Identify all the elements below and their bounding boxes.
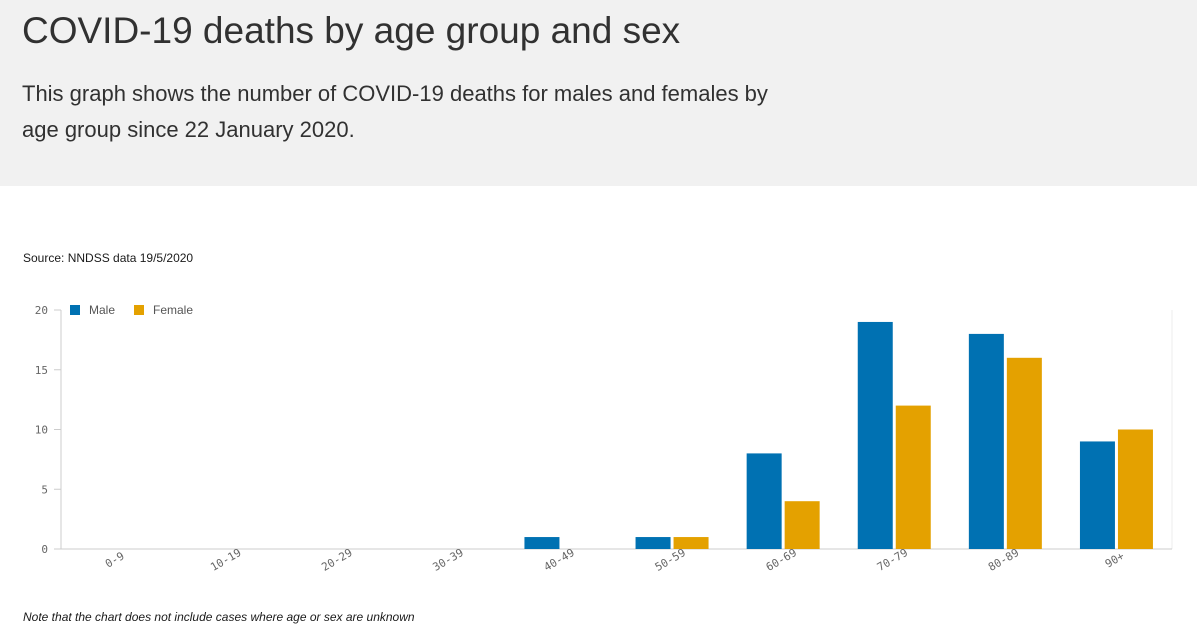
bar-female-50-59 (673, 537, 709, 549)
x-tick-label: 60-69 (764, 546, 799, 574)
bar-male-40-49 (524, 537, 560, 549)
x-tick-label: 10-19 (208, 546, 243, 574)
x-tick-label: 90+ (1103, 549, 1127, 570)
page-title: COVID-19 deaths by age group and sex (22, 10, 681, 51)
bar-male-50-59 (635, 537, 671, 549)
bar-female-60-69 (784, 501, 820, 549)
x-tick-label: 30-39 (431, 546, 466, 574)
bar-male-60-69 (746, 453, 782, 549)
x-tick-label: 50-59 (653, 546, 688, 574)
header-panel: COVID-19 deaths by age group and sex Thi… (0, 0, 1197, 186)
bar-female-90+ (1117, 429, 1153, 549)
x-tick-label: 20-29 (319, 546, 354, 574)
bar-male-70-79 (857, 321, 893, 549)
x-tick-label: 80-89 (986, 546, 1021, 574)
legend-label-male: Male (89, 303, 115, 317)
bar-female-70-79 (895, 405, 931, 549)
bar-female-80-89 (1006, 357, 1042, 549)
y-tick-label: 0 (41, 543, 48, 556)
bar-chart: 0 5 10 15 20 0-9 10-19 20-29 30-39 40-49 50-59 60-6… (35, 303, 1173, 574)
y-tick-label: 15 (35, 364, 48, 377)
legend-label-female: Female (153, 303, 193, 317)
x-tick-label: 0-9 (103, 549, 127, 570)
x-tick-label: 40-49 (542, 546, 577, 574)
legend-swatch-female (134, 305, 144, 315)
x-tick-label: 70-79 (875, 546, 910, 574)
legend-swatch-male (70, 305, 80, 315)
y-tick-label: 5 (41, 483, 48, 496)
y-tick-label: 10 (35, 424, 48, 437)
bar-male-80-89 (968, 333, 1004, 549)
page-description: This graph shows the number of COVID-19 … (22, 81, 768, 142)
footnote: Note that the chart does not include cas… (23, 610, 415, 624)
y-tick-label: 20 (35, 304, 48, 317)
bar-male-90+ (1079, 441, 1115, 549)
source-note: Source: NNDSS data 19/5/2020 (23, 251, 194, 265)
